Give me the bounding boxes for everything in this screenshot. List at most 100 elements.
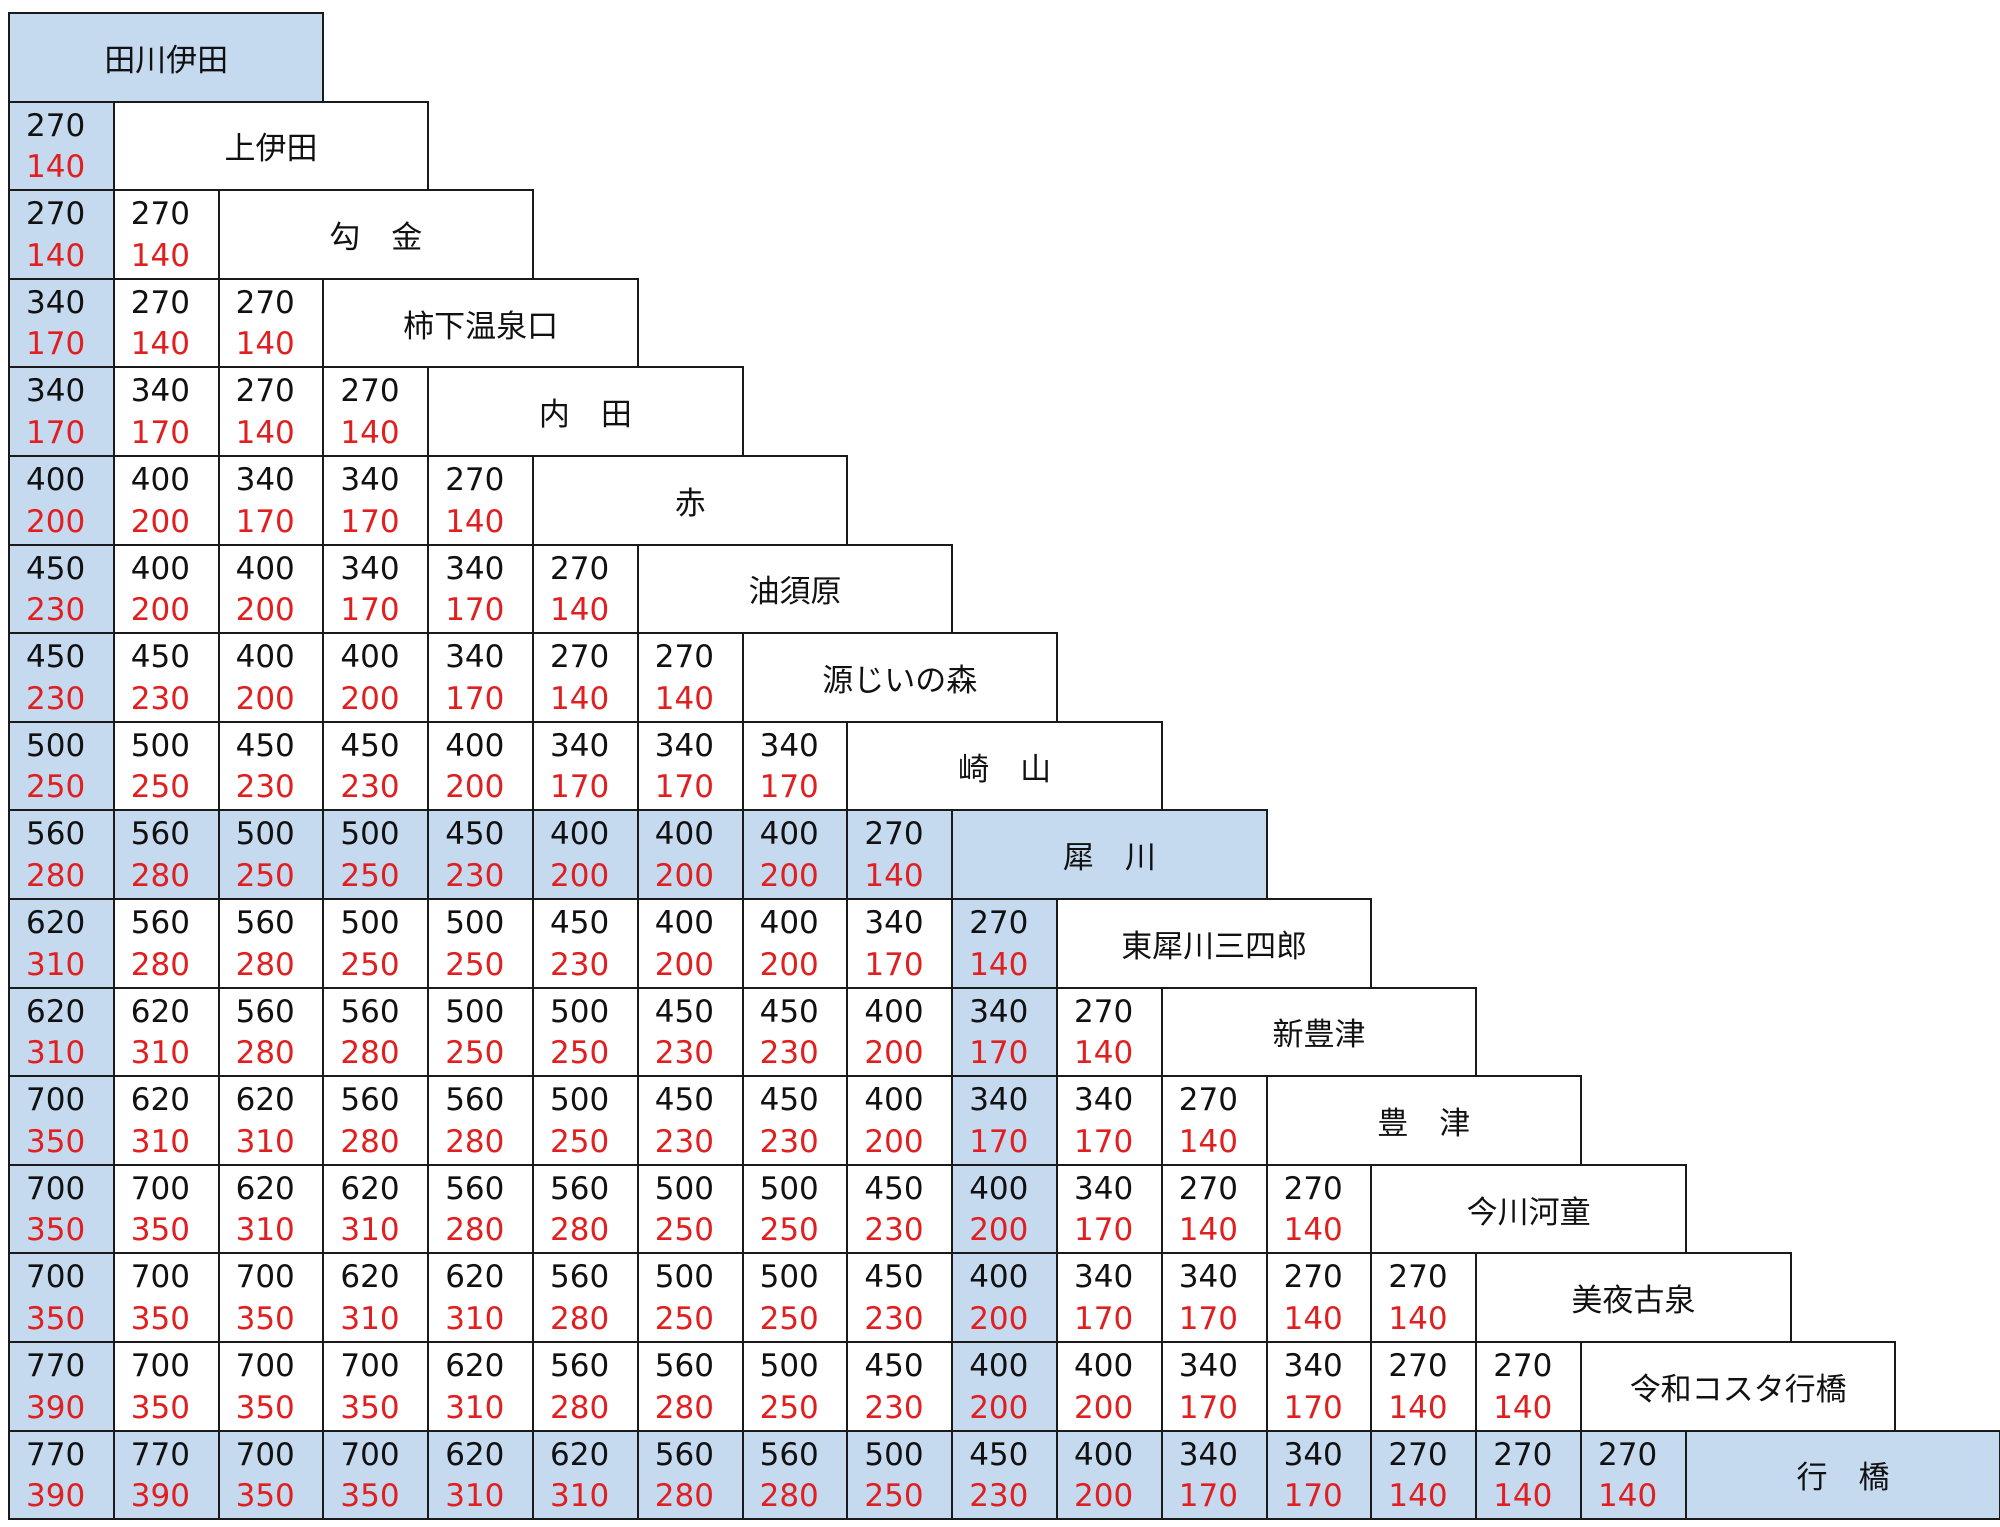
fare-cell: 450 230 <box>8 632 115 723</box>
fare-cell: 270 140 <box>1160 1075 1268 1166</box>
fare-adult: 270 <box>235 373 295 410</box>
station-cell: 豊 津 <box>1265 1075 1582 1166</box>
fare-child: 230 <box>235 769 295 806</box>
fare-cell: 400 200 <box>741 898 849 989</box>
fare-child: 170 <box>1074 1212 1134 1249</box>
fare-cell: 400 200 <box>951 1341 1058 1432</box>
fare-cell: 340 170 <box>322 543 430 635</box>
fare-child: 280 <box>235 946 295 983</box>
fare-cell: 400 200 <box>532 809 639 900</box>
fare-cell: 500 250 <box>741 1163 849 1255</box>
fare-cell: 270 140 <box>112 277 220 369</box>
fare-child: 200 <box>759 946 819 983</box>
fare-child: 310 <box>235 1123 295 1160</box>
fare-adult: 270 <box>1178 1082 1238 1119</box>
fare-child: 230 <box>759 1123 819 1160</box>
fare-child: 170 <box>130 414 190 451</box>
fare-child: 140 <box>130 326 190 363</box>
fare-adult: 340 <box>1283 1348 1343 1384</box>
fare-child: 140 <box>1283 1212 1343 1249</box>
fare-cell: 500 250 <box>112 720 220 812</box>
fare-adult: 400 <box>1074 1348 1134 1384</box>
fare-adult: 620 <box>130 1082 190 1119</box>
fare-adult: 400 <box>864 1082 924 1119</box>
fare-child: 140 <box>130 237 190 274</box>
fare-child: 280 <box>130 857 190 894</box>
station-name: 東犀川三四郎 <box>1121 928 1308 965</box>
station-cell: 行 橋 <box>1684 1429 2000 1521</box>
fare-adult: 700 <box>26 1170 86 1207</box>
fare-adult: 400 <box>864 993 924 1030</box>
fare-child: 390 <box>130 1478 190 1515</box>
fare-cell: 270 140 <box>1265 1252 1373 1343</box>
fare-child: 250 <box>445 946 505 983</box>
fare-child: 390 <box>26 1478 86 1515</box>
fare-child: 310 <box>550 1478 610 1515</box>
fare-cell: 450 230 <box>741 1075 849 1166</box>
fare-cell: 560 280 <box>532 1341 639 1432</box>
fare-cell: 270 140 <box>532 632 639 723</box>
fare-cell: 620 310 <box>427 1252 534 1343</box>
fare-cell: 620 310 <box>217 1075 325 1166</box>
fare-cell: 700 350 <box>217 1341 325 1432</box>
fare-child: 250 <box>759 1389 819 1426</box>
fare-cell: 400 200 <box>951 1252 1058 1343</box>
fare-cell: 270 140 <box>217 366 325 457</box>
fare-adult: 400 <box>26 462 86 498</box>
fare-child: 200 <box>130 592 190 629</box>
fare-cell: 560 280 <box>322 986 430 1078</box>
fare-cell: 340 170 <box>1160 1341 1268 1432</box>
fare-cell: 450 230 <box>846 1252 954 1343</box>
fare-child: 280 <box>235 1035 295 1072</box>
fare-child: 200 <box>1074 1389 1134 1426</box>
fare-cell: 700 350 <box>112 1341 220 1432</box>
fare-child: 170 <box>1178 1389 1238 1426</box>
station-name: 行 橋 <box>1796 1460 1890 1497</box>
fare-cell: 560 280 <box>636 1341 744 1432</box>
fare-child: 280 <box>445 1123 505 1160</box>
fare-adult: 450 <box>969 1436 1029 1473</box>
fare-cell: 700 350 <box>217 1429 325 1521</box>
fare-child: 250 <box>759 1300 819 1337</box>
fare-child: 280 <box>340 1123 400 1160</box>
fare-child: 390 <box>26 1389 86 1426</box>
fare-cell: 560 280 <box>322 1075 430 1166</box>
fare-adult: 340 <box>26 284 86 321</box>
fare-adult: 270 <box>1388 1259 1448 1296</box>
fare-adult: 400 <box>445 727 505 764</box>
fare-child: 230 <box>340 769 400 806</box>
fare-adult: 700 <box>235 1259 295 1296</box>
fare-cell: 450 230 <box>636 1075 744 1166</box>
fare-adult: 270 <box>864 816 924 853</box>
fare-adult: 620 <box>445 1436 505 1473</box>
fare-child: 280 <box>550 1389 610 1426</box>
fare-adult: 560 <box>235 905 295 941</box>
fare-child: 170 <box>969 1123 1029 1160</box>
station-cell: 油須原 <box>636 543 954 635</box>
fare-cell: 340 170 <box>1160 1252 1268 1343</box>
fare-cell: 770 390 <box>8 1341 115 1432</box>
fare-cell: 500 250 <box>217 809 325 900</box>
fare-child: 250 <box>26 769 86 806</box>
fare-child: 170 <box>1074 1300 1134 1337</box>
fare-child: 140 <box>1074 1035 1134 1072</box>
fare-cell: 340 170 <box>112 366 220 457</box>
fare-adult: 700 <box>130 1259 190 1296</box>
fare-cell: 340 170 <box>532 720 639 812</box>
fare-cell: 340 170 <box>951 1075 1058 1166</box>
fare-cell: 400 200 <box>846 1075 954 1166</box>
fare-child: 310 <box>445 1478 505 1515</box>
fare-adult: 340 <box>1074 1259 1134 1296</box>
fare-cell: 620 310 <box>532 1429 639 1521</box>
fare-adult: 560 <box>130 816 190 853</box>
fare-child: 230 <box>864 1389 924 1426</box>
fare-cell: 400 200 <box>636 809 744 900</box>
fare-child: 280 <box>130 946 190 983</box>
fare-adult: 450 <box>759 1082 819 1119</box>
station-cell: 崎 山 <box>846 720 1163 812</box>
fare-adult: 700 <box>235 1348 295 1384</box>
fare-adult: 700 <box>340 1348 400 1384</box>
station-cell: 柿下温泉口 <box>322 277 639 369</box>
fare-adult: 270 <box>130 196 190 233</box>
fare-adult: 340 <box>445 639 505 676</box>
